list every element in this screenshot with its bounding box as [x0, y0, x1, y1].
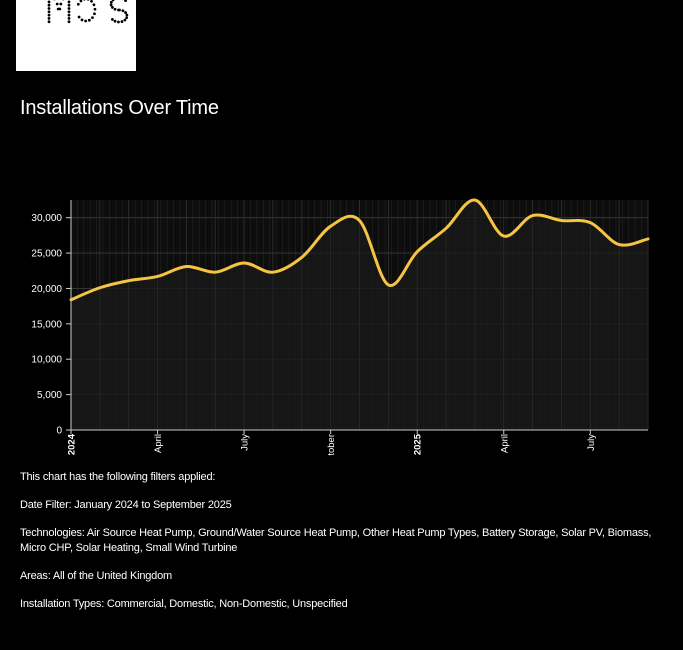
logo-dot: [47, 13, 51, 17]
logo-dot: [93, 7, 97, 11]
logo-dot: [47, 20, 51, 24]
logo-dot: [47, 3, 51, 7]
x-tick-label: April: [499, 434, 510, 453]
logo-dot: [91, 16, 94, 20]
data-point: [559, 219, 563, 223]
data-point: [98, 286, 102, 290]
data-point: [127, 279, 131, 283]
logo-dot: [111, 0, 115, 2]
y-tick-label: 0: [56, 426, 62, 437]
y-tick-label: 5,000: [37, 390, 62, 401]
logo-dot: [47, 10, 51, 14]
logo-dot: [118, 8, 121, 12]
data-point: [358, 219, 362, 223]
installations-chart: 0 5,000 10,000 15,000 20,000 25,000 30,000 2024…: [31, 198, 650, 456]
data-point: [502, 234, 506, 238]
filter-areas: Areas: All of the United Kingdom: [20, 570, 172, 582]
filter-installation-types: Installation Types: Commercial, Domestic…: [20, 598, 348, 610]
logo-dot: [76, 2, 80, 6]
data-point: [646, 237, 650, 241]
data-point: [473, 198, 477, 202]
data-point: [271, 270, 275, 274]
data-point: [588, 221, 592, 225]
data-point: [156, 274, 160, 278]
x-tick-label: April: [153, 434, 164, 453]
logo-dot: [47, 7, 51, 10]
logo-dot: [67, 13, 71, 17]
logo-dot: [59, 2, 63, 6]
logo-dot: [124, 0, 128, 3]
data-point: [242, 261, 246, 265]
logo-dot: [67, 10, 71, 14]
logo-dot: [83, 0, 86, 1]
logo-dot: [109, 3, 113, 7]
mcs-logo: [16, 0, 136, 71]
data-point: [415, 250, 419, 254]
series-line: [69, 198, 650, 302]
logo-dot: [84, 19, 88, 23]
x-tick-label: July: [586, 434, 597, 451]
logo-dot: [93, 12, 96, 16]
logo-dot: [77, 15, 81, 19]
logo-dot: [92, 3, 96, 7]
logo-dot: [111, 6, 114, 9]
logo-dot: [47, 17, 51, 20]
logo-dot: [125, 16, 129, 20]
logo-dot: [67, 0, 71, 4]
logo-dot: [67, 20, 71, 24]
logo-dot: [86, 0, 90, 1]
filter-intro: This chart has the following filters app…: [20, 471, 216, 483]
logo-dot: [109, 0, 113, 4]
logo-dot: [120, 20, 124, 23]
logo-dot: [123, 18, 127, 22]
y-tick-label: 20,000: [31, 284, 62, 295]
logo-dot: [121, 9, 125, 13]
logo-dot: [79, 0, 83, 3]
data-point: [444, 226, 448, 230]
x-tick-label: 2025: [413, 433, 424, 455]
y-tick-label: 25,000: [31, 249, 62, 260]
logo-dot: [124, 11, 127, 14]
x-tick-label: 2024: [67, 433, 78, 455]
logo-icon: [47, 0, 129, 24]
logo-dot: [117, 20, 120, 24]
x-tick-label: July: [240, 434, 251, 451]
logo-dot: [110, 17, 114, 21]
data-point: [213, 270, 217, 274]
y-tick-label: 15,000: [31, 319, 62, 330]
logo-dot: [47, 0, 51, 4]
data-point: [329, 224, 333, 228]
logo-dot: [67, 17, 71, 20]
filter-date: Date Filter: January 2024 to September 2…: [20, 499, 232, 511]
logo-dot: [80, 18, 84, 22]
filter-summary: This chart has the following filters app…: [20, 470, 665, 625]
data-point: [184, 265, 188, 269]
logo-dot: [113, 7, 117, 11]
logo-dot: [56, 7, 60, 11]
filter-technologies: Technologies: Air Source Heat Pump, Grou…: [20, 527, 652, 554]
logo-dot: [90, 0, 93, 3]
y-tick-label: 30,000: [31, 213, 62, 224]
logo-dot: [67, 3, 71, 7]
logo-dot: [87, 18, 91, 22]
logo-dot: [67, 7, 71, 10]
data-point: [531, 214, 535, 218]
data-point: [300, 255, 304, 259]
logo-dot: [125, 13, 129, 17]
data-point: [617, 243, 621, 247]
page-title: Installations Over Time: [20, 97, 219, 119]
x-tick-label: tober: [326, 434, 337, 456]
data-point: [386, 283, 390, 287]
logo-dot: [55, 2, 59, 6]
y-tick-label: 10,000: [31, 355, 62, 366]
logo-dot: [113, 19, 117, 23]
